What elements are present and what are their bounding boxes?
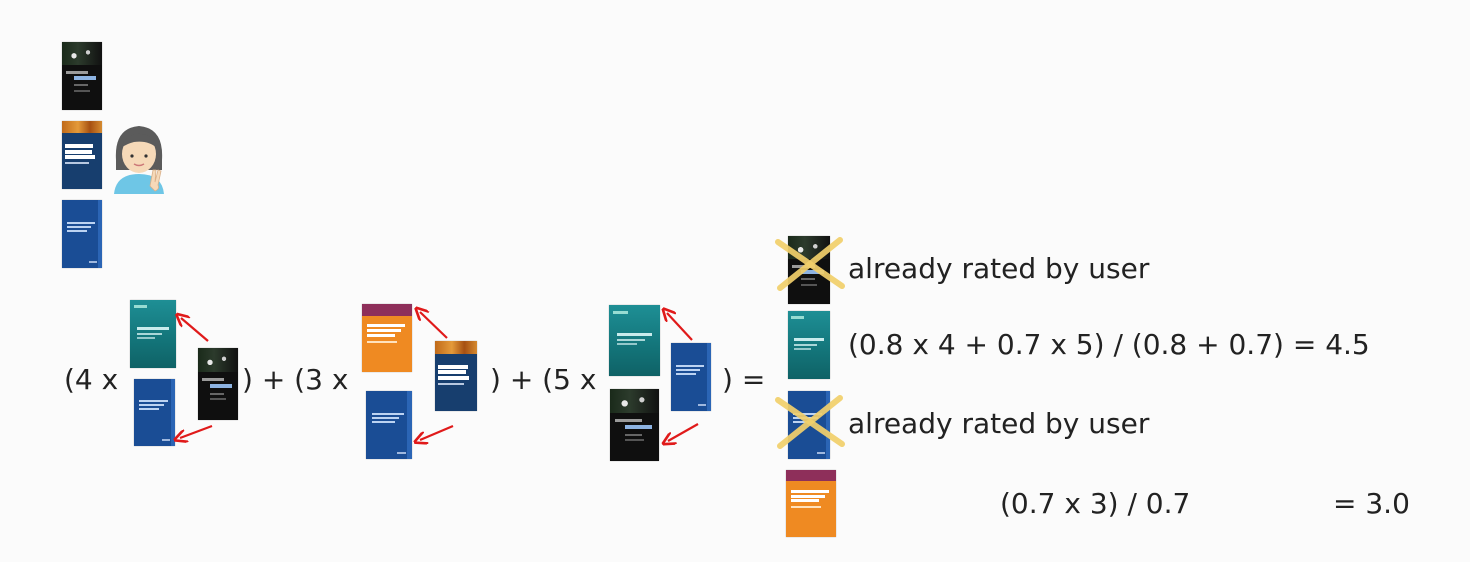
formula-close-open-2: ) + (3 x <box>242 363 349 396</box>
group2-book-orange <box>362 304 412 372</box>
red-arrow-icon <box>180 312 699 441</box>
user-avatar-icon <box>114 126 164 194</box>
group1-source-book-recommender-systems <box>198 348 238 420</box>
group3-source-book-blue <box>671 343 711 411</box>
result-4-value: = 3.0 <box>1333 487 1410 520</box>
cross-out-icon <box>775 395 845 449</box>
group3-book-recommender-systems <box>610 389 659 461</box>
user-book-blue <box>62 200 102 268</box>
cross-out-icon <box>775 237 845 291</box>
group1-book-teal <box>130 300 176 368</box>
result-2-formula: (0.8 x 4 + 0.7 x 5) / (0.8 + 0.7) = 4.5 <box>848 328 1370 361</box>
result-3-label: already rated by user <box>848 407 1150 440</box>
red-arrows-overlay <box>0 0 699 480</box>
result-1-label: already rated by user <box>848 252 1150 285</box>
formula-close-equals: ) = <box>722 363 766 396</box>
result-4-formula: (0.7 x 3) / 0.7 <box>1000 487 1191 520</box>
user-book-machine-learning-paradigms <box>62 121 102 189</box>
result-book-teal <box>788 311 830 379</box>
group3-book-teal <box>609 305 660 376</box>
group2-book-blue <box>366 391 412 459</box>
formula-close-open-3: ) + (5 x <box>490 363 597 396</box>
group1-book-blue <box>134 379 175 446</box>
result-book-orange <box>786 470 836 537</box>
formula-open-1: (4 x <box>64 363 119 396</box>
group2-source-book-machine-learning-paradigms <box>435 341 477 411</box>
user-book-recommender-systems <box>62 42 102 110</box>
